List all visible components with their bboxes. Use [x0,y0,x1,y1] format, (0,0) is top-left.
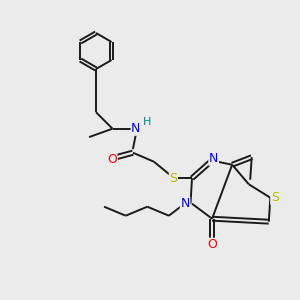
Text: S: S [169,172,177,185]
Text: O: O [107,153,117,166]
Text: H: H [143,117,152,127]
Text: O: O [207,238,217,251]
Text: S: S [271,191,279,204]
Text: N: N [209,152,218,165]
Text: N: N [131,122,141,135]
Text: N: N [180,197,190,210]
